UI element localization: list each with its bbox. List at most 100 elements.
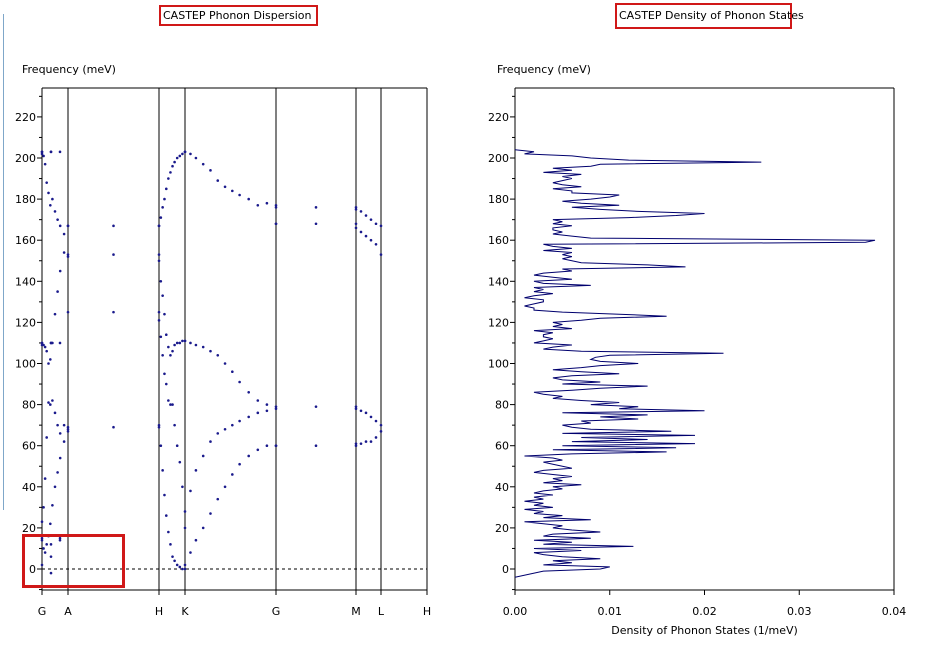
dispersion-point [58, 341, 62, 345]
dos-ytick-label: 220 [488, 111, 509, 124]
dispersion-ytick-label: 20 [22, 522, 36, 535]
dispersion-point [201, 526, 205, 530]
dispersion-point [364, 214, 368, 217]
dispersion-point [223, 427, 227, 431]
dispersion-point [354, 405, 358, 408]
dispersion-point [238, 380, 241, 384]
dispersion-point [369, 218, 373, 221]
dispersion-point [53, 485, 57, 489]
dispersion-point [175, 444, 179, 448]
dispersion-point [379, 253, 383, 256]
dispersion-point [66, 310, 70, 314]
dispersion-point [379, 224, 383, 228]
dispersion-point [265, 403, 269, 406]
dos-ytick-label: 200 [488, 152, 509, 165]
dispersion-point [171, 555, 174, 558]
dispersion-point [374, 243, 378, 246]
dispersion-point [40, 520, 44, 524]
dispersion-point [173, 343, 176, 347]
dispersion-point [178, 341, 182, 345]
dispersion-point [183, 150, 187, 154]
dispersion-point [42, 343, 45, 347]
dispersion-point [51, 341, 54, 345]
dispersion-point [231, 370, 234, 374]
dispersion-point [183, 510, 187, 513]
dispersion-point [256, 203, 260, 207]
dispersion-point [374, 419, 378, 423]
dispersion-point [56, 218, 59, 221]
dispersion-point [45, 436, 48, 439]
dispersion-point [49, 150, 53, 154]
dispersion-point [43, 477, 47, 480]
dispersion-point [359, 210, 363, 213]
dispersion-point [62, 440, 66, 443]
dispersion-point [265, 444, 269, 448]
dispersion-point [40, 538, 44, 542]
dispersion-point [369, 440, 373, 443]
dispersion-point [49, 522, 52, 526]
dispersion-point [42, 154, 45, 158]
dispersion-point [173, 160, 176, 164]
dispersion-point [189, 152, 192, 156]
dispersion-point [47, 362, 50, 365]
dispersion-ytick-label: 100 [15, 358, 36, 371]
dispersion-point [238, 419, 241, 423]
dispersion-point [167, 345, 170, 349]
dispersion-xtick-label: K [181, 605, 189, 618]
dispersion-point [66, 425, 70, 429]
dispersion-point [359, 230, 363, 234]
dispersion-point [359, 409, 363, 413]
dispersion-point [112, 224, 115, 228]
dispersion-point [42, 506, 45, 509]
dispersion-point [183, 563, 187, 567]
dispersion-point [58, 150, 62, 154]
dos-ylabel: Frequency (meV) [497, 63, 591, 76]
dispersion-point [175, 156, 179, 160]
dispersion-point [167, 399, 170, 402]
dispersion-point [40, 150, 44, 154]
dispersion-ytick-label: 140 [15, 275, 36, 288]
dispersion-xtick-label: H [155, 605, 163, 618]
dispersion-point [157, 224, 161, 228]
dispersion-point [274, 405, 278, 408]
dispersion-ytick-label: 180 [15, 193, 36, 206]
dispersion-point [164, 333, 168, 337]
dispersion-point [238, 462, 241, 466]
dispersion-point [58, 269, 62, 273]
dispersion-point [274, 407, 278, 411]
dispersion-point [49, 358, 52, 361]
dispersion-point [163, 493, 166, 497]
dispersion-point [112, 253, 115, 256]
dos-ytick-label: 0 [502, 563, 509, 576]
dispersion-point [40, 152, 44, 156]
dispersion-point [58, 432, 62, 435]
dispersion-ytick-label: 220 [15, 111, 36, 124]
dispersion-point [175, 341, 179, 345]
dispersion-point [181, 485, 184, 489]
dispersion-point [62, 251, 66, 254]
dispersion-point [374, 222, 378, 226]
dispersion-point [163, 197, 166, 201]
dispersion-point [49, 555, 53, 558]
dispersion-point [209, 512, 212, 515]
dispersion-point [209, 440, 212, 443]
dispersion-point [194, 343, 198, 347]
dispersion-point [256, 399, 260, 402]
dispersion-point [42, 547, 45, 550]
dispersion-point [169, 403, 172, 406]
dispersion-point [354, 208, 358, 211]
dispersion-point [164, 187, 168, 191]
dispersion-point [56, 423, 59, 427]
dispersion-point [364, 234, 368, 238]
dispersion-ytick-label: 40 [22, 481, 36, 494]
dos-xtick-label: 0.01 [598, 605, 623, 618]
dispersion-point [169, 353, 172, 357]
dispersion-point [58, 224, 62, 228]
dispersion-point [238, 193, 241, 197]
dispersion-point [164, 514, 168, 517]
dispersion-point [201, 162, 205, 166]
dispersion-point [247, 390, 250, 394]
dispersion-point [265, 409, 269, 413]
dispersion-point [161, 353, 164, 357]
dispersion-point [201, 454, 205, 458]
